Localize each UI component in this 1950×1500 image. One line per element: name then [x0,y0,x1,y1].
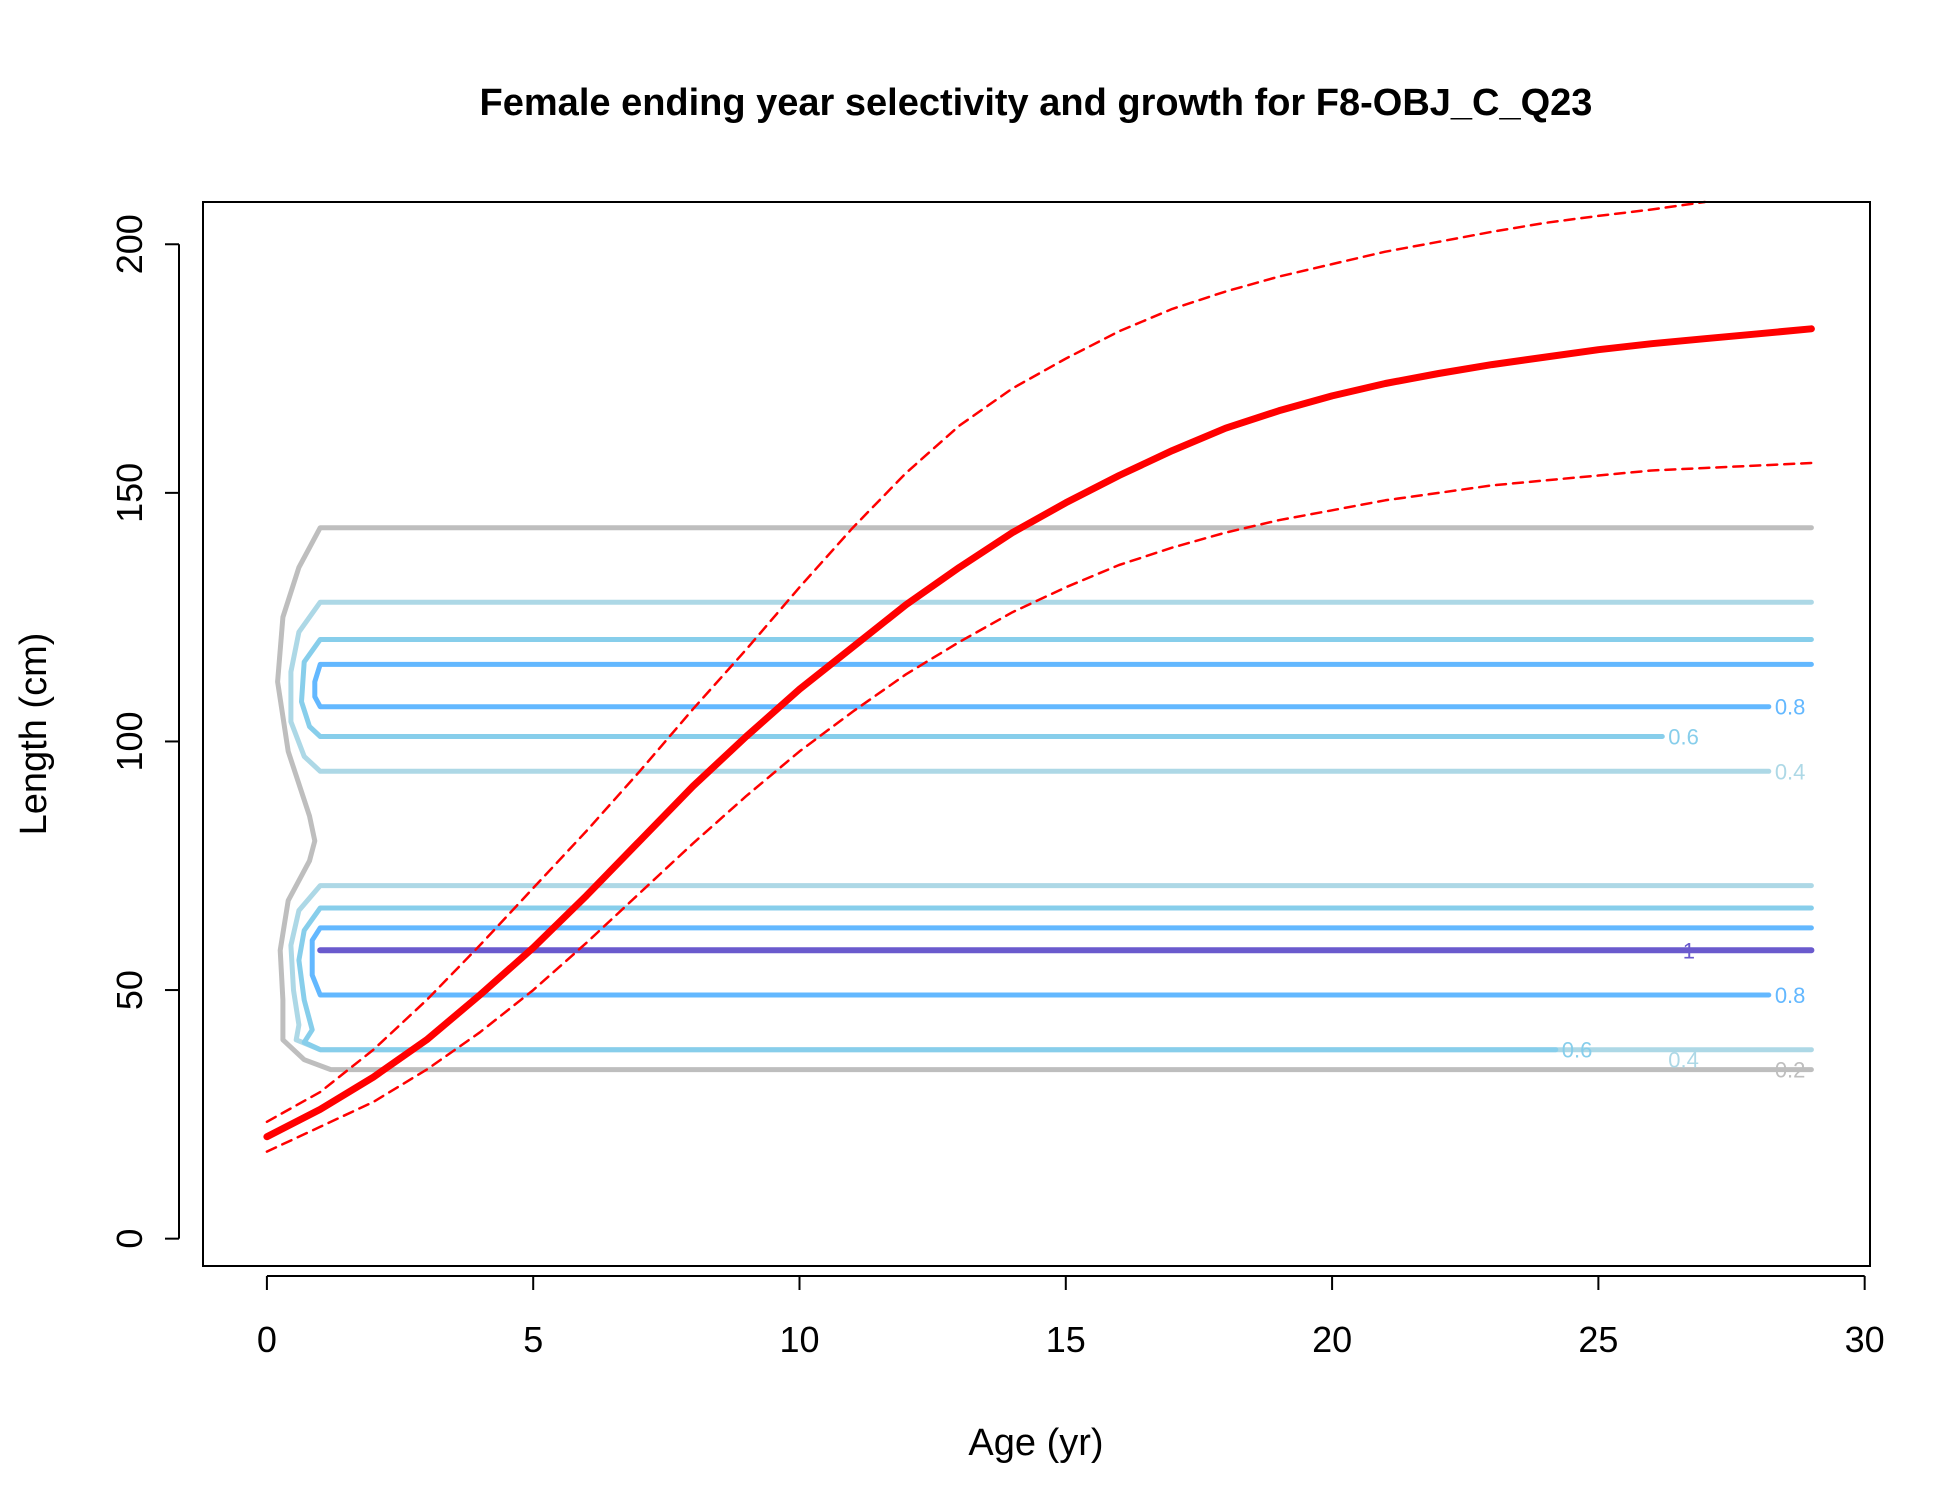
contour-line-0.8-6 [309,925,1814,998]
x-tick-label-10: 10 [779,1319,819,1360]
contour-label-0.2-0: 0.2 [1775,1058,1806,1083]
contour-label-0.6-3: 0.6 [1668,724,1699,749]
contour-line-0.6-3 [299,637,1814,739]
plot-frame [202,201,1871,1267]
y-axis: 0 50 100 150 200 [109,214,180,1249]
contour-line-0.8-5 [312,661,1814,710]
x-tick-label-20: 20 [1312,1319,1352,1360]
contour-label-0.6-4: 0.6 [1562,1038,1593,1063]
y-tick-label-200: 200 [109,214,150,274]
contour-line-0.4-1 [288,599,1814,774]
y-tick-label-0: 0 [109,1229,150,1249]
y-tick-label-100: 100 [109,711,150,771]
x-axis-label: Age (yr) [968,1422,1103,1464]
x-tick-label-0: 0 [257,1319,277,1360]
growth-line-lower [265,461,1813,1153]
contour-label-0.8-6: 0.8 [1775,983,1806,1008]
growth-curves [263,200,1815,1153]
chart-title: Female ending year selectivity and growt… [480,82,1593,124]
x-tick-label-15: 15 [1046,1319,1086,1360]
contour-label-1-7: 1 [1683,938,1695,963]
contour-line-0.2-0 [275,525,1814,1073]
contour-label-0.4-2: 0.4 [1668,1048,1699,1073]
contour-label-0.8-5: 0.8 [1775,695,1806,720]
x-axis: 0 5 10 15 20 25 30 [257,1275,1885,1360]
x-tick-label-30: 30 [1845,1319,1885,1360]
x-tick-label-5: 5 [523,1319,543,1360]
selectivity-contours: 0.2 0.4 0.4 0.6 0.6 0.8 0.8 1 [275,525,1815,1083]
growth-line-mean [263,325,1815,1141]
x-tick-label-25: 25 [1578,1319,1618,1360]
y-tick-label-50: 50 [109,970,150,1010]
contour-line-0.6-4 [296,905,1814,1053]
y-axis-label: Length (cm) [13,633,55,836]
y-tick-label-150: 150 [109,463,150,523]
growth-line-upper [265,200,1707,1124]
contour-label-0.4-1: 0.4 [1775,759,1806,784]
